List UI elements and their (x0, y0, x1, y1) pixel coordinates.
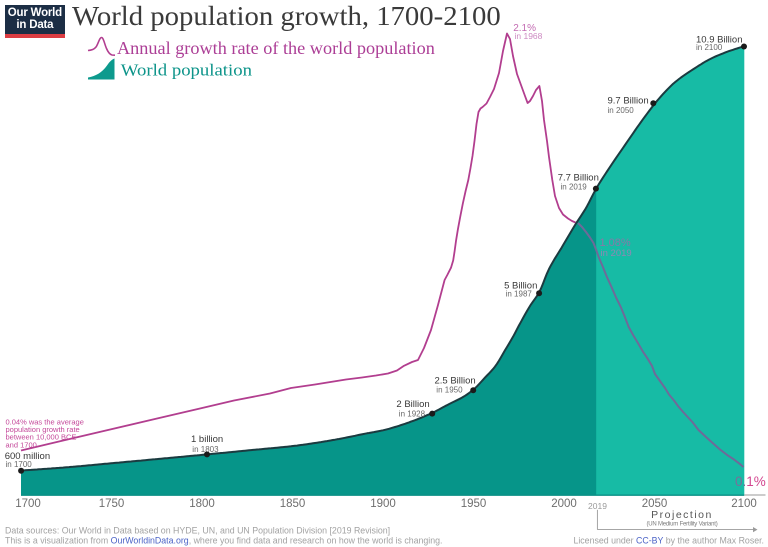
svg-text:in 2019: in 2019 (601, 248, 632, 259)
svg-text:0.04% was the average: 0.04% was the average (6, 418, 84, 427)
svg-text:population growth rate: population growth rate (6, 425, 80, 434)
svg-text:5 Billion: 5 Billion (504, 280, 537, 291)
svg-text:in 1928: in 1928 (399, 410, 426, 419)
svg-text:7.7 Billion: 7.7 Billion (558, 173, 599, 184)
svg-text:World population: World population (121, 60, 252, 79)
svg-text:in 1968: in 1968 (515, 31, 543, 41)
svg-text:2100: 2100 (731, 498, 757, 510)
svg-text:Data sources: Our World in Dat: Data sources: Our World in Data based on… (5, 526, 390, 536)
svg-text:2050: 2050 (642, 498, 668, 510)
svg-text:1.08%: 1.08% (600, 237, 631, 249)
svg-text:2.5 Billion: 2.5 Billion (435, 376, 476, 387)
svg-text:1900: 1900 (370, 498, 396, 510)
svg-text:(UN Medium Fertility Variant): (UN Medium Fertility Variant) (646, 522, 717, 528)
svg-text:This is a visualization from O: This is a visualization from OurWorldinD… (5, 535, 443, 545)
svg-text:600 million: 600 million (5, 451, 50, 462)
svg-text:in 1700: in 1700 (6, 460, 33, 469)
svg-text:1800: 1800 (189, 498, 215, 510)
svg-text:in 1950: in 1950 (436, 386, 463, 395)
svg-text:World population growth, 1700-: World population growth, 1700-2100 (72, 2, 501, 32)
svg-text:1750: 1750 (99, 498, 125, 510)
svg-text:between 10,000 BCE: between 10,000 BCE (6, 433, 77, 442)
svg-text:1850: 1850 (280, 498, 306, 510)
svg-text:in 2100: in 2100 (696, 43, 723, 52)
svg-text:and 1700: and 1700 (6, 440, 37, 449)
svg-text:1700: 1700 (15, 498, 41, 510)
svg-text:in 2050: in 2050 (608, 106, 635, 115)
svg-text:2000: 2000 (551, 498, 577, 510)
svg-text:2 Billion: 2 Billion (396, 399, 429, 410)
svg-text:in 2019: in 2019 (561, 182, 588, 191)
svg-text:0.1%: 0.1% (735, 474, 766, 489)
svg-text:in 1987: in 1987 (506, 289, 533, 298)
svg-text:1950: 1950 (461, 498, 487, 510)
svg-text:Projection: Projection (651, 509, 713, 521)
svg-text:2.1%: 2.1% (513, 23, 536, 34)
svg-text:2019: 2019 (588, 501, 607, 511)
svg-text:10.9 Billion: 10.9 Billion (696, 35, 742, 46)
svg-text:in 1803: in 1803 (192, 445, 219, 454)
svg-text:9.7 Billion: 9.7 Billion (608, 96, 649, 107)
svg-text:1 billion: 1 billion (191, 434, 223, 445)
svg-text:Licensed under CC-BY by the au: Licensed under CC-BY by the author Max R… (573, 535, 764, 545)
svg-text:Annual growth rate of the worl: Annual growth rate of the world populati… (117, 38, 435, 58)
